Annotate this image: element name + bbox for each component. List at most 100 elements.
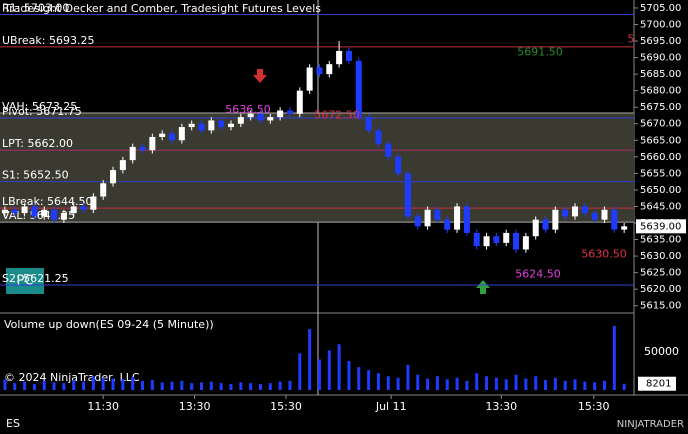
candle-body bbox=[522, 236, 529, 250]
y-tick-label: 5670.00 bbox=[640, 119, 681, 130]
candle-body bbox=[21, 206, 28, 214]
candle-body bbox=[591, 213, 598, 220]
candle-body bbox=[188, 123, 195, 128]
y-tick-label: 5690.00 bbox=[640, 53, 681, 64]
y-tick-label: 5630.00 bbox=[640, 251, 681, 262]
y-tick-label: 5665.00 bbox=[640, 135, 681, 146]
volume-bar bbox=[91, 376, 95, 390]
x-tick-label: Jul 11 bbox=[375, 400, 407, 413]
level-label: S1: 5652.50 bbox=[2, 169, 69, 182]
volume-bar bbox=[465, 380, 469, 390]
candle-body bbox=[198, 123, 205, 131]
instrument: ES bbox=[6, 417, 20, 430]
value-area bbox=[0, 112, 634, 223]
candle-body bbox=[601, 209, 608, 220]
candle-body bbox=[503, 232, 510, 243]
candle-body bbox=[581, 206, 588, 214]
y-tick-label: 5615.00 bbox=[640, 301, 681, 312]
y-tick-label: 5635.00 bbox=[640, 235, 681, 246]
x-tick-label: 15:30 bbox=[578, 400, 610, 413]
volume-bar bbox=[160, 382, 164, 390]
volume-bar bbox=[367, 370, 371, 390]
candle-body bbox=[336, 50, 343, 65]
last-price: 5639.00 bbox=[640, 221, 681, 232]
candle-body bbox=[178, 127, 185, 141]
candle-body bbox=[463, 206, 470, 233]
volume-bar bbox=[583, 381, 587, 390]
level-label: VAH: 5673.25 bbox=[2, 100, 77, 113]
candle-body bbox=[51, 209, 58, 220]
copyright: © 2024 NinjaTrader, LLC bbox=[4, 371, 140, 384]
candle-body bbox=[159, 133, 166, 137]
candle-body bbox=[227, 123, 234, 128]
volume-bar bbox=[622, 383, 626, 390]
level-label: LBreak: 5644.50 bbox=[2, 195, 93, 208]
candle-body bbox=[100, 183, 107, 197]
candle-body bbox=[149, 136, 156, 151]
y-tick-label: 5695.00 bbox=[640, 36, 681, 47]
candle-body bbox=[237, 117, 244, 124]
volume-bar bbox=[524, 378, 528, 390]
candle-body bbox=[11, 209, 18, 214]
candle-body bbox=[542, 219, 549, 230]
volume-bar bbox=[347, 361, 351, 390]
candle-body bbox=[404, 173, 411, 217]
candle-body bbox=[493, 236, 500, 243]
y-tick-label: 5675.00 bbox=[640, 102, 681, 113]
volume-bar bbox=[612, 325, 616, 390]
y-tick-label: 5705.00 bbox=[640, 3, 681, 14]
volume-bar bbox=[514, 374, 518, 390]
x-tick-label: 13:30 bbox=[179, 400, 211, 413]
y-tick-label: 5625.00 bbox=[640, 268, 681, 279]
y-tick-label: 5655.00 bbox=[640, 168, 681, 179]
level-label: S2: 5621.25 bbox=[2, 272, 69, 285]
candle-body bbox=[218, 120, 225, 128]
volume-bar bbox=[563, 380, 567, 390]
y-tick-label: 5680.00 bbox=[640, 86, 681, 97]
candle-body bbox=[355, 60, 362, 118]
candle-body bbox=[286, 110, 293, 114]
level-label: Pivot: 5671.75 bbox=[2, 105, 82, 118]
candle-body bbox=[139, 146, 146, 151]
volume-bar bbox=[278, 381, 282, 390]
volume-bar bbox=[475, 373, 479, 390]
y-tick-label: 5645.00 bbox=[640, 201, 681, 212]
volume-bar bbox=[13, 383, 17, 390]
candle-body bbox=[119, 160, 126, 171]
brand: NINJATRADER bbox=[617, 419, 684, 430]
volume-bar bbox=[573, 379, 577, 390]
volume-bar bbox=[141, 380, 145, 390]
y-tick-label: 5660.00 bbox=[640, 152, 681, 163]
volume-bar bbox=[3, 379, 7, 390]
buy-arrow bbox=[476, 280, 490, 294]
candle-body bbox=[1, 209, 8, 214]
annotation: 5691.50 bbox=[517, 46, 563, 59]
x-tick-label: 13:30 bbox=[485, 400, 517, 413]
candle-body bbox=[257, 113, 264, 121]
annotation: 5672.50 bbox=[314, 108, 360, 121]
volume-bar bbox=[239, 382, 243, 390]
candle-body bbox=[129, 146, 136, 161]
volume-bar bbox=[249, 383, 253, 390]
volume-bar bbox=[42, 380, 46, 390]
volume-bar bbox=[32, 383, 36, 390]
candle-body bbox=[345, 50, 352, 61]
candle-body bbox=[208, 120, 215, 131]
sell-arrow bbox=[253, 69, 267, 83]
volume-bar bbox=[357, 367, 361, 390]
candle-body bbox=[31, 206, 38, 217]
volume-bar bbox=[23, 381, 27, 390]
candle-body bbox=[611, 209, 618, 230]
volume-bar bbox=[534, 376, 538, 390]
x-tick-label: 15:30 bbox=[270, 400, 302, 413]
volume-bar bbox=[406, 364, 410, 390]
candle-body bbox=[444, 219, 451, 230]
pc-box[interactable] bbox=[6, 268, 44, 294]
level-label: UBreak: 5693.25 bbox=[2, 34, 94, 47]
volume-bar bbox=[298, 353, 302, 390]
candle-body bbox=[247, 113, 254, 118]
volume-bar bbox=[386, 376, 390, 390]
annotation: 5 bbox=[628, 32, 635, 45]
candle-body bbox=[621, 226, 628, 230]
annotation: 5636.50 bbox=[225, 103, 271, 116]
